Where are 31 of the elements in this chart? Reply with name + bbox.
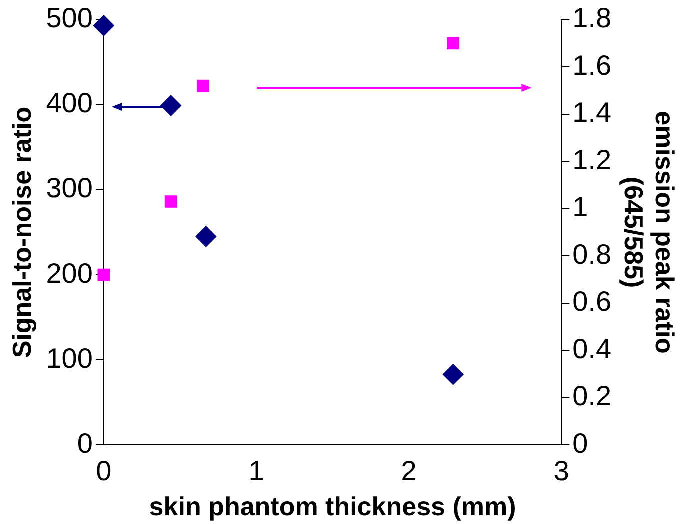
point <box>447 37 460 50</box>
point <box>160 95 182 116</box>
y2-tick-label: 0.6 <box>572 286 612 318</box>
point <box>98 268 110 282</box>
y-tick-label: 500 <box>46 2 93 34</box>
point <box>164 196 178 208</box>
y-tick-label: 300 <box>46 172 93 204</box>
x-tick-label: 2 <box>401 456 417 487</box>
y2-tick-label: 1 <box>572 192 588 223</box>
y2-tick-label: 1.4 <box>572 97 612 128</box>
y-tick-label: 400 <box>46 88 93 119</box>
y-tick-label: 0 <box>77 428 93 459</box>
point <box>442 364 464 386</box>
x-tick-label: 0 <box>96 456 112 487</box>
point <box>196 80 210 92</box>
y2-tick-label: 1.8 <box>572 2 612 34</box>
y2-axis-title: emission peak ratio (645/585) <box>619 111 680 354</box>
point <box>93 15 114 36</box>
x-tick-label: 3 <box>554 456 570 487</box>
y-axis-title: Signal-to-noise ratio <box>6 106 37 358</box>
y2-tick-label: 1.2 <box>572 144 612 176</box>
y2-tick-label: 1.6 <box>572 50 612 81</box>
point <box>196 226 217 248</box>
x-tick-label: 1 <box>248 456 264 487</box>
y2-tick-label: 0.4 <box>572 333 612 364</box>
y2-tick-label: 0.8 <box>572 238 612 270</box>
y-tick-label: 100 <box>46 342 93 374</box>
y2-tick-label: 0.2 <box>572 380 612 412</box>
y-tick-label: 200 <box>46 258 93 289</box>
x-axis-title: skin phantom thickness (mm) <box>149 492 516 522</box>
y2-tick-label: 0 <box>572 428 588 459</box>
